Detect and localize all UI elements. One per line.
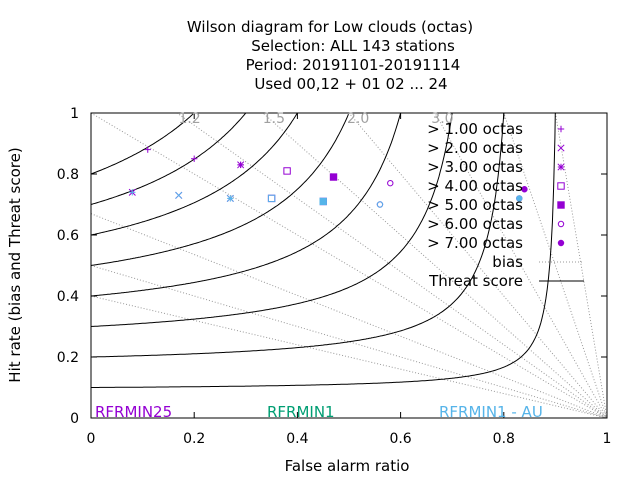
title-line-2: Selection: ALL 143 stations	[251, 37, 455, 55]
legend-label: > 1.00 octas	[427, 120, 523, 138]
bias-label: 2.0	[347, 111, 369, 127]
plot-frame	[90, 112, 608, 419]
marker-star	[237, 161, 245, 169]
marker-circle	[557, 220, 565, 228]
marker-square	[283, 167, 291, 175]
title-line-1: Wilson diagram for Low clouds (octas)	[187, 18, 473, 36]
x-tick-label: 1	[603, 431, 612, 447]
threat-score-curve	[91, 113, 247, 205]
y-tick-label: 0.2	[57, 350, 79, 366]
marker-filled-square	[329, 173, 338, 181]
threat-score-curve	[91, 113, 402, 297]
marker-shape	[557, 182, 565, 190]
x-tick-label: 0.6	[389, 431, 411, 447]
legend-label: Threat score	[428, 272, 523, 290]
legend-label: > 5.00 octas	[427, 196, 523, 214]
y-tick-label: 0	[70, 411, 79, 427]
marker-square	[267, 194, 276, 203]
threat-score-curve	[91, 113, 350, 266]
x-tick-label: 0	[87, 431, 96, 447]
marker-plus	[557, 125, 565, 133]
experiment-label: RFRMIN1 - AU	[439, 403, 543, 421]
title-line-3: Period: 20191101-20191114	[246, 56, 461, 74]
marker-shape	[557, 220, 565, 228]
marker-cross	[557, 144, 565, 152]
legend-label: bias	[492, 253, 523, 271]
bias-line	[91, 113, 607, 418]
experiment-labels: RFRMIN25 RFRMIN1 RFRMIN1 - AU	[95, 403, 543, 421]
threat-score-curve	[91, 113, 556, 388]
marker-stroke	[557, 163, 565, 171]
marker-stroke	[226, 194, 234, 202]
threat-score-curve	[91, 113, 453, 327]
marker-star	[226, 194, 234, 202]
legend-label: > 4.00 octas	[427, 177, 523, 195]
y-tick-label: 0.6	[57, 228, 79, 244]
marker-circle	[376, 201, 384, 208]
legend-label: > 2.00 octas	[427, 139, 523, 157]
marker-shape	[376, 201, 384, 208]
legend: > 1.00 octas> 2.00 octas> 3.00 octas> 4.…	[427, 120, 584, 290]
x-axis-label: False alarm ratio	[285, 457, 410, 475]
threat-score-curve	[91, 113, 505, 358]
marker-filled-circle	[516, 195, 523, 202]
marker-filled-circle	[557, 239, 565, 247]
x-tick-label: 0.4	[286, 431, 308, 447]
marker-stroke	[557, 144, 565, 152]
bias-label: 3.0	[431, 111, 453, 127]
bias-line	[176, 113, 607, 418]
marker-shape	[521, 186, 528, 193]
marker-shape	[283, 167, 291, 175]
legend-label: > 6.00 octas	[427, 215, 523, 233]
threat-score-curve	[91, 113, 298, 236]
marker-shape	[557, 201, 565, 209]
marker-square	[557, 182, 565, 190]
threat-score-lines	[91, 113, 556, 388]
x-tick-label: 0.2	[183, 431, 205, 447]
bias-label: 1.2	[178, 111, 200, 127]
x-tick-label: 0.8	[493, 431, 515, 447]
marker-shape	[319, 197, 327, 206]
y-tick-label: 0.4	[57, 289, 79, 305]
legend-label: > 3.00 octas	[427, 158, 523, 176]
bias-labels: 1.2 1.5 2.0 3.0	[178, 111, 453, 127]
y-tick-label: 0.8	[57, 167, 79, 183]
experiment-label: RFRMIN25	[95, 403, 172, 421]
marker-filled-circle	[521, 186, 528, 193]
marker-shape	[267, 194, 276, 203]
bias-line	[91, 213, 607, 418]
bias-line	[503, 113, 607, 418]
chart-title: Wilson diagram for Low clouds (octas) Se…	[187, 18, 473, 93]
marker-filled-square	[557, 201, 565, 209]
marker-shape	[557, 239, 565, 247]
marker-circle	[387, 179, 394, 187]
marker-stroke	[237, 161, 245, 169]
marker-filled-square	[319, 197, 327, 206]
threat-score-curve	[91, 113, 195, 175]
title-line-4: Used 00,12 + 01 02 ... 24	[254, 75, 447, 93]
marker-square	[267, 194, 276, 203]
marker-star	[557, 163, 565, 171]
experiment-label: RFRMIN1	[267, 403, 335, 421]
y-axis-label: Hit rate (bias and Threat score)	[6, 147, 24, 382]
bias-label: 1.5	[263, 111, 285, 127]
axis-ticks: 0 0.2 0.4 0.6 0.8 1 0 0.2 0.4 0.6 0.8 1	[57, 106, 612, 447]
bias-lines	[91, 113, 607, 418]
y-tick-label: 1	[70, 106, 79, 122]
marker-plus	[191, 155, 198, 162]
marker-plus	[144, 146, 151, 153]
marker-cross	[175, 191, 183, 199]
data-points	[128, 146, 528, 208]
marker-shape	[267, 194, 276, 203]
marker-stroke	[175, 191, 183, 199]
marker-shape	[387, 179, 394, 187]
marker-shape	[516, 195, 523, 202]
marker-shape	[329, 173, 338, 181]
bias-line	[91, 295, 607, 418]
legend-label: > 7.00 octas	[427, 234, 523, 252]
marker-plus	[129, 189, 136, 196]
